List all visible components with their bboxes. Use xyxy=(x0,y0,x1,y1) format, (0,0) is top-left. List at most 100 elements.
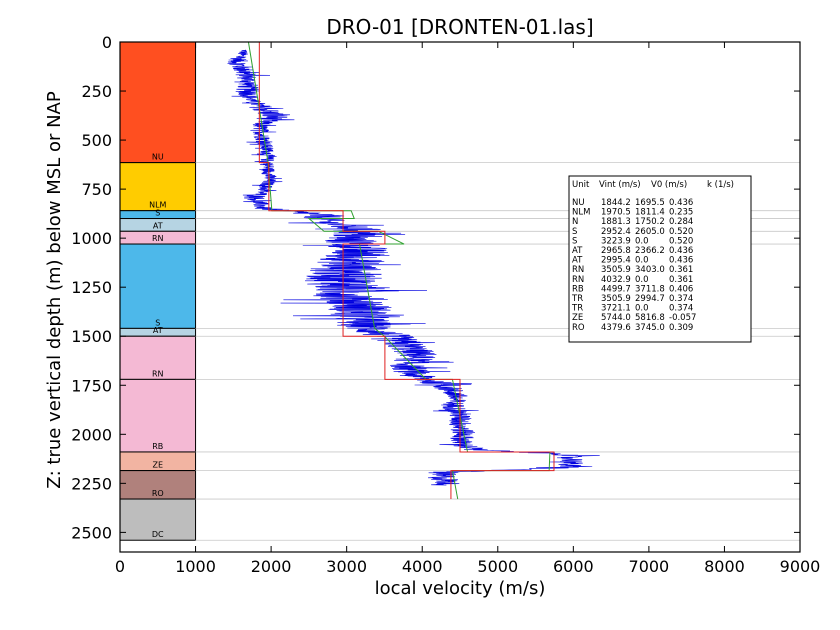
plot-frame xyxy=(119,41,801,553)
table-cell: 1881.3 xyxy=(601,217,631,227)
table-header: V0 (m/s) xyxy=(651,180,687,190)
y-tick-label: 250 xyxy=(81,82,112,101)
table-cell: 0.0 xyxy=(635,275,649,285)
table-cell: 0.436 xyxy=(669,256,693,266)
x-tick-label: 2000 xyxy=(251,557,292,576)
table-cell: AT xyxy=(572,256,583,266)
table-cell: 0.374 xyxy=(669,294,693,304)
table-cell: 2965.8 xyxy=(601,246,631,256)
table-cell: 3745.0 xyxy=(635,323,665,333)
table-cell: TR xyxy=(571,304,583,314)
unit-label: RN xyxy=(152,369,164,378)
table-cell: 0.0 xyxy=(635,236,649,246)
unit-label: DC xyxy=(152,530,164,539)
x-tick-label: 8000 xyxy=(704,557,745,576)
x-tick-label: 5000 xyxy=(477,557,518,576)
table-cell: 0.520 xyxy=(669,236,693,246)
table-cell: 3223.9 xyxy=(601,236,631,246)
table-cell: RO xyxy=(572,323,585,333)
table-cell: 1695.5 xyxy=(635,198,665,208)
table-cell: 5744.0 xyxy=(601,313,631,323)
y-tick-label: 1000 xyxy=(71,229,112,248)
y-tick-label: 750 xyxy=(81,180,112,199)
x-tick-label: 7000 xyxy=(629,557,670,576)
table-cell: S xyxy=(572,236,577,246)
table-cell: 2952.4 xyxy=(601,227,631,237)
table-cell: 3403.0 xyxy=(635,265,665,275)
y-axis-ticks: 0 250 500 750 1000 1250 1500 1750 2000 2250 2500 xyxy=(71,33,800,542)
table-cell: 4032.9 xyxy=(601,275,631,285)
table-cell: 0.361 xyxy=(669,265,693,275)
table-cell: 0.406 xyxy=(669,284,693,294)
table-cell: 0.520 xyxy=(669,227,693,237)
x-tick-label: 4000 xyxy=(402,557,443,576)
table-cell: 2994.7 xyxy=(635,294,665,304)
table-header: Vint (m/s) xyxy=(599,180,641,190)
table-cell: 1844.2 xyxy=(601,198,631,208)
unit-label: AT xyxy=(153,221,163,230)
x-tick-label: 3000 xyxy=(326,557,367,576)
chart-title: DRO-01 [DRONTEN-01.las] xyxy=(326,15,593,39)
unit-label: NLM xyxy=(149,201,166,210)
table-header: k (1/s) xyxy=(707,180,734,190)
table-cell: 0.235 xyxy=(669,208,693,218)
table-cell: 2366.2 xyxy=(635,246,665,256)
table-cell: 2605.0 xyxy=(635,227,665,237)
table-cell: -0.057 xyxy=(669,313,696,323)
trend-line xyxy=(247,41,551,500)
y-tick-label: 1500 xyxy=(71,327,112,346)
table-cell: 5816.8 xyxy=(635,313,665,323)
y-tick-label: 1250 xyxy=(71,278,112,297)
table-cell: N xyxy=(572,217,578,227)
x-tick-label: 9000 xyxy=(780,557,821,576)
table-cell: RB xyxy=(572,284,584,294)
unit-block xyxy=(119,162,197,212)
log-velocity-line xyxy=(227,49,600,486)
table-cell: 3505.9 xyxy=(601,265,631,275)
unit-label: ZE xyxy=(153,461,164,470)
table-cell: 0.0 xyxy=(635,304,649,314)
table-header: Unit xyxy=(572,180,590,190)
x-axis-ticks: 0 1000 2000 3000 4000 5000 6000 7000 8000 9000 xyxy=(115,42,820,576)
unit-label: AT xyxy=(153,326,163,335)
table-cell: 0.361 xyxy=(669,275,693,285)
unit-label: S xyxy=(155,209,160,218)
table-cell: NU xyxy=(572,198,585,208)
y-tick-label: 2250 xyxy=(71,474,112,493)
table-cell: 4499.7 xyxy=(601,284,631,294)
table-box xyxy=(568,175,752,343)
unit-label: RO xyxy=(152,489,164,498)
table-cell: 3721.1 xyxy=(601,304,631,314)
table-cell: TR xyxy=(571,294,583,304)
x-tick-label: 0 xyxy=(115,557,125,576)
y-tick-label: 2000 xyxy=(71,425,112,444)
table-cell: 0.309 xyxy=(669,323,693,333)
unit-block xyxy=(119,243,197,329)
x-tick-label: 1000 xyxy=(175,557,216,576)
table-cell: ZE xyxy=(572,313,583,323)
unit-block xyxy=(119,41,197,164)
unit-label: NU xyxy=(152,153,164,162)
table-cell: 1970.5 xyxy=(601,208,631,218)
x-axis-label: local velocity (m/s) xyxy=(375,578,546,599)
y-tick-label: 2500 xyxy=(71,523,112,542)
table-cell: 0.436 xyxy=(669,198,693,208)
y-tick-label: 1750 xyxy=(71,376,112,395)
unit-label: RB xyxy=(152,442,163,451)
velocity-table: Unit Vint (m/s) V0 (m/s) k (1/s) NU 1844.2 169… xyxy=(568,175,752,343)
interval-velocity-line xyxy=(258,42,555,500)
table-cell: 3505.9 xyxy=(601,294,631,304)
table-cell: S xyxy=(572,227,577,237)
table-cell: 3711.8 xyxy=(635,284,665,294)
table-cell: RN xyxy=(572,275,584,285)
y-tick-label: 0 xyxy=(102,33,112,52)
table-cell: 0.0 xyxy=(635,256,649,266)
unit-label: RN xyxy=(152,234,164,243)
table-cell: 4379.6 xyxy=(601,323,631,333)
table-cell: 2995.4 xyxy=(601,256,631,266)
y-tick-label: 500 xyxy=(81,131,112,150)
table-cell: 0.284 xyxy=(669,217,693,227)
table-cell: 1750.2 xyxy=(635,217,665,227)
